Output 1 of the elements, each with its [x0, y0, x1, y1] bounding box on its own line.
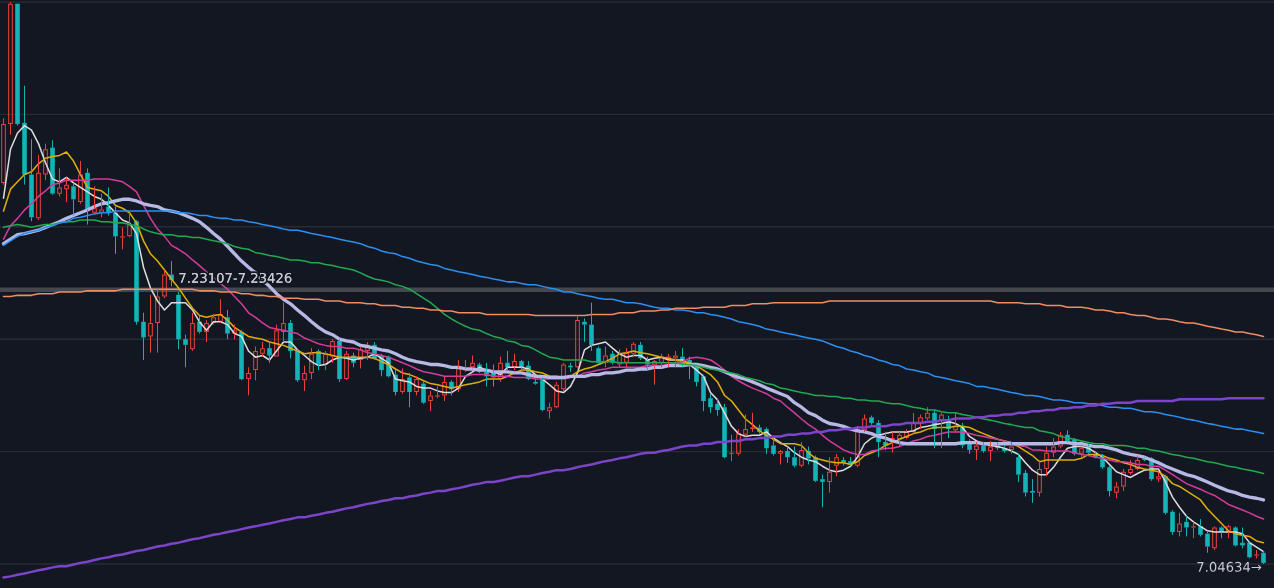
annotation: 7.04634→: [1197, 561, 1262, 572]
